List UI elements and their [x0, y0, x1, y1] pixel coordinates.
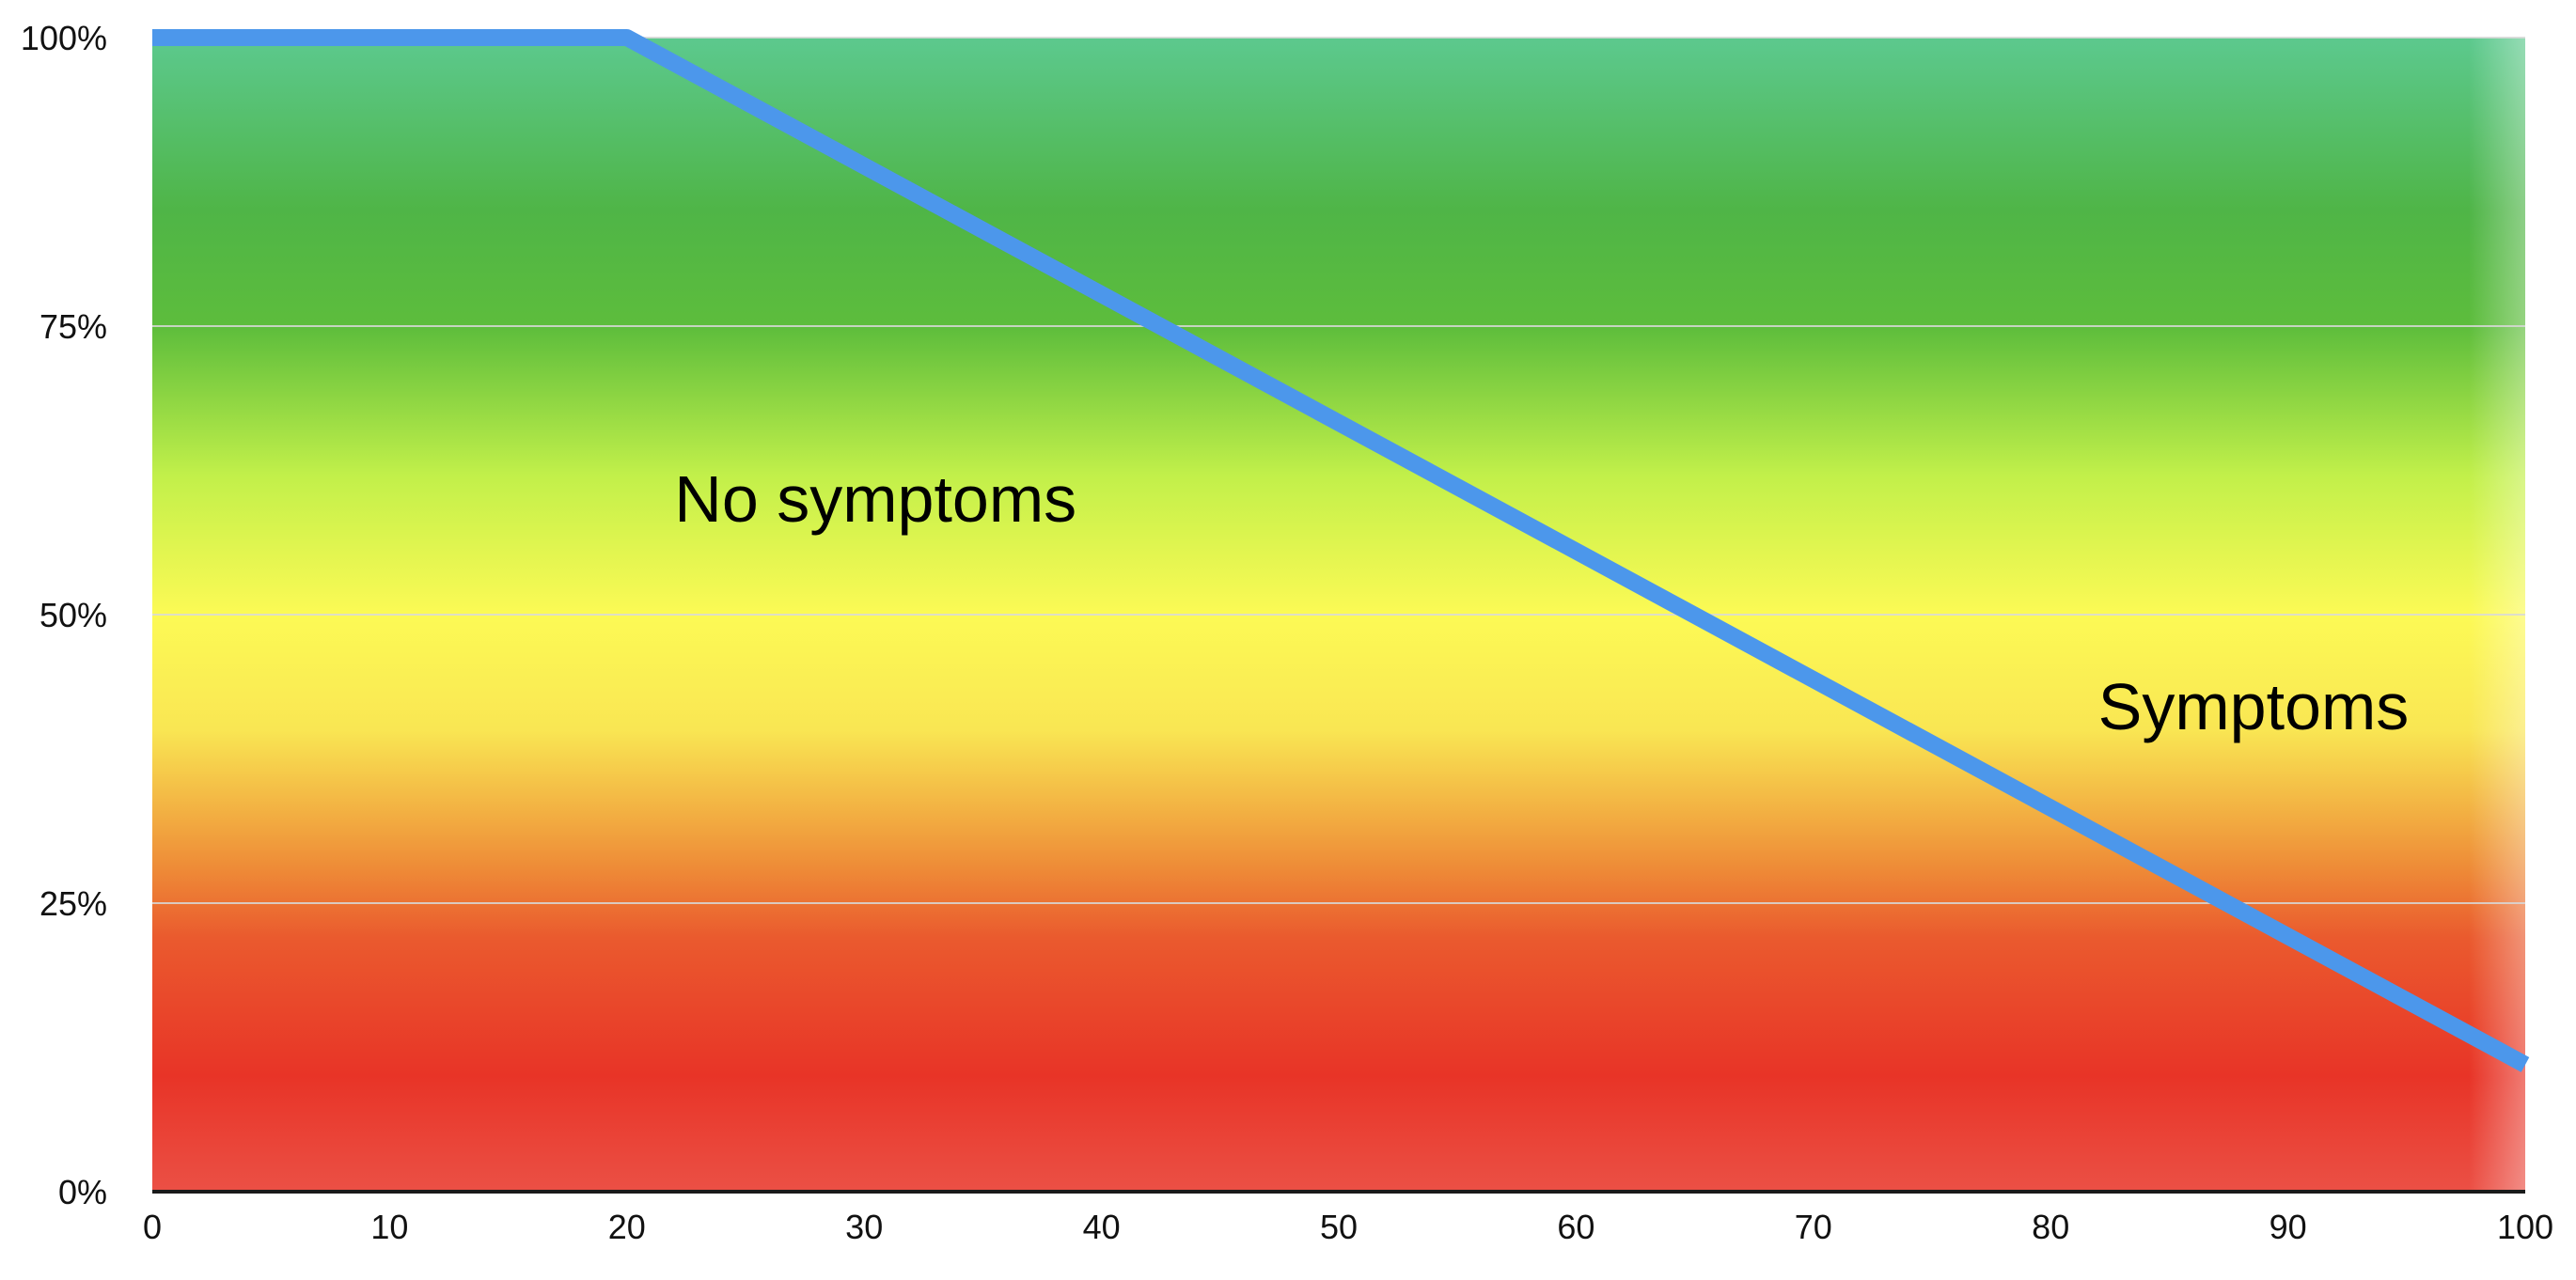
x-tick-label-1: 10 — [370, 1208, 408, 1246]
x-tick-label-7: 70 — [1795, 1208, 1832, 1246]
x-axis: 0 10 20 30 40 50 60 70 80 90 100 — [143, 1190, 2553, 1246]
annotation-layer: No symptoms Symptoms — [674, 462, 2409, 743]
y-tick-label-2: 50% — [39, 596, 107, 634]
x-tick-label-8: 80 — [2032, 1208, 2069, 1246]
x-tick-label-2: 20 — [608, 1208, 646, 1246]
y-tick-label-3: 75% — [39, 307, 107, 346]
x-tick-label-5: 50 — [1320, 1208, 1358, 1246]
x-tick-label-6: 60 — [1557, 1208, 1594, 1246]
series-layer — [152, 29, 2530, 1072]
x-tick-label-10: 100 — [2497, 1208, 2553, 1246]
y-tick-label-0: 0% — [58, 1173, 107, 1211]
y-axis: 0% 25% 50% 75% 100% — [21, 19, 107, 1211]
y-tick-label-1: 25% — [39, 884, 107, 923]
x-tick-label-3: 30 — [845, 1208, 883, 1246]
x-tick-label-0: 0 — [143, 1208, 162, 1246]
annotation-1: Symptoms — [2098, 670, 2410, 743]
y-tick-label-4: 100% — [21, 19, 107, 57]
series-line-0 — [152, 29, 2530, 1072]
x-tick-label-4: 40 — [1083, 1208, 1121, 1246]
annotation-0: No symptoms — [674, 462, 1076, 536]
x-tick-label-9: 90 — [2270, 1208, 2307, 1246]
